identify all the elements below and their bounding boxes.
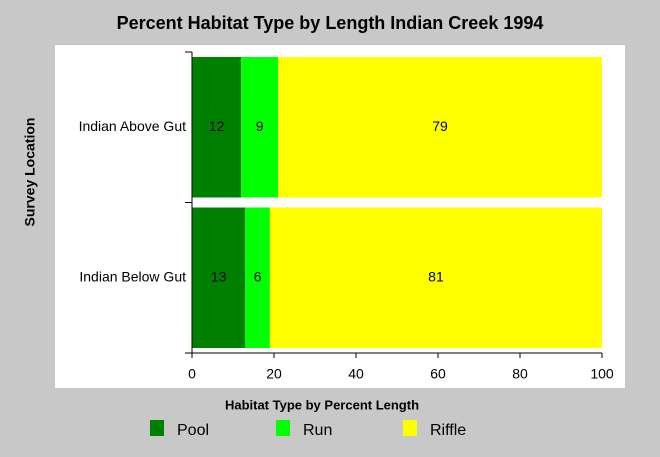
bar-segment	[192, 207, 246, 348]
x-tick-label: 60	[430, 366, 446, 382]
bar-segment	[192, 57, 242, 198]
legend-title: Habitat Type by Percent Length	[225, 397, 419, 412]
legend-label: Run	[303, 422, 332, 439]
data-label: 12	[209, 118, 225, 134]
bar-segment	[269, 207, 602, 348]
bar-segment	[245, 207, 270, 348]
data-label: 13	[211, 268, 227, 284]
legend-swatch	[276, 420, 290, 436]
data-label: 6	[254, 268, 262, 284]
y-axis-title: Survey Location	[22, 118, 38, 227]
data-label: 79	[432, 118, 448, 134]
x-tick-label: 40	[348, 366, 364, 382]
bar-segment	[278, 57, 602, 198]
chart-title: Percent Habitat Type by Length Indian Cr…	[117, 13, 544, 33]
y-tick-label: Indian Below Gut	[79, 268, 186, 284]
y-tick-label: Indian Above Gut	[79, 118, 187, 134]
legend-swatch	[403, 420, 417, 436]
bar-segment	[241, 57, 279, 198]
x-tick-label: 0	[188, 366, 196, 382]
legend-label: Pool	[177, 422, 209, 439]
x-tick-label: 100	[590, 366, 614, 382]
x-tick-label: 80	[512, 366, 528, 382]
data-label: 81	[428, 268, 444, 284]
legend-label: Riffle	[430, 422, 466, 439]
legend-swatch	[150, 420, 164, 436]
x-tick-label: 20	[266, 366, 282, 382]
data-label: 9	[256, 118, 264, 134]
